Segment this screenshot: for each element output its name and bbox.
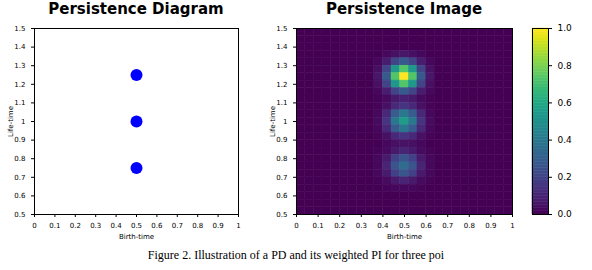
svg-text:1.3: 1.3 <box>14 62 25 70</box>
svg-text:0.6: 0.6 <box>558 98 573 108</box>
svg-text:Birth-time: Birth-time <box>387 233 422 241</box>
svg-text:1.2: 1.2 <box>14 81 25 89</box>
svg-text:0.7: 0.7 <box>14 174 25 182</box>
svg-text:0.6: 0.6 <box>276 192 288 200</box>
svg-text:1.2: 1.2 <box>276 81 287 89</box>
svg-text:0.0: 0.0 <box>558 209 573 219</box>
svg-text:1.4: 1.4 <box>14 43 26 51</box>
svg-text:0.8: 0.8 <box>192 222 203 230</box>
html-text:Persistence Diagram: Persistence Diagram <box>48 0 224 18</box>
svg-text:0.8: 0.8 <box>464 222 475 230</box>
svg-text:0.8: 0.8 <box>14 155 25 163</box>
svg-text:Birth-time: Birth-time <box>119 233 154 241</box>
svg-text:1: 1 <box>510 222 514 230</box>
svg-text:0.5: 0.5 <box>131 222 142 230</box>
svg-text:0.9: 0.9 <box>14 136 25 144</box>
svg-text:0.6: 0.6 <box>421 222 433 230</box>
svg-text:1.4: 1.4 <box>276 43 288 51</box>
svg-text:1: 1 <box>283 118 287 126</box>
svg-text:Life-time: Life-time <box>7 106 15 137</box>
svg-text:1.1: 1.1 <box>276 99 287 107</box>
svg-text:0.2: 0.2 <box>558 172 572 182</box>
svg-text:Life-time: Life-time <box>269 106 277 137</box>
svg-text:0.4: 0.4 <box>558 135 573 145</box>
svg-text:0.1: 0.1 <box>313 222 324 230</box>
svg-text:0.3: 0.3 <box>356 222 367 230</box>
svg-text:1: 1 <box>21 118 25 126</box>
svg-text:0.5: 0.5 <box>399 222 410 230</box>
svg-text:0.5: 0.5 <box>14 211 25 219</box>
svg-text:0.7: 0.7 <box>172 222 183 230</box>
svg-text:0.7: 0.7 <box>276 174 287 182</box>
svg-text:1.3: 1.3 <box>276 62 287 70</box>
svg-text:0: 0 <box>32 222 36 230</box>
svg-text:0.8: 0.8 <box>276 155 287 163</box>
svg-text:0.9: 0.9 <box>276 136 287 144</box>
svg-text:1.0: 1.0 <box>558 23 573 33</box>
svg-text:0.2: 0.2 <box>334 222 345 230</box>
svg-text:0.9: 0.9 <box>485 222 496 230</box>
svg-text:0.2: 0.2 <box>70 222 81 230</box>
svg-text:0.6: 0.6 <box>151 222 163 230</box>
svg-text:0.1: 0.1 <box>49 222 60 230</box>
svg-text:0.5: 0.5 <box>276 211 287 219</box>
svg-text:1.1: 1.1 <box>14 99 25 107</box>
html-text:Persistence Image: Persistence Image <box>325 0 483 18</box>
svg-text:0.3: 0.3 <box>90 222 101 230</box>
svg-text:0.4: 0.4 <box>111 222 123 230</box>
svg-text:1: 1 <box>236 222 240 230</box>
svg-text:1.5: 1.5 <box>14 25 25 33</box>
svg-text:0.4: 0.4 <box>377 222 389 230</box>
svg-text:0.8: 0.8 <box>558 61 573 71</box>
html-text:Figure 2. Illustration of a PD: Figure 2. Illustration of a PD and its w… <box>147 248 445 262</box>
svg-text:0.7: 0.7 <box>442 222 453 230</box>
svg-text:0: 0 <box>294 222 298 230</box>
svg-text:0.6: 0.6 <box>14 192 26 200</box>
svg-text:0.9: 0.9 <box>213 222 224 230</box>
svg-text:1.5: 1.5 <box>276 25 287 33</box>
